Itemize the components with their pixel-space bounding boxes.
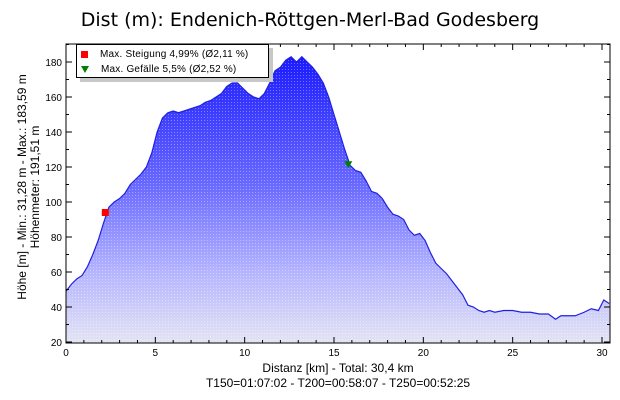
y-tick-label: 20 [51, 338, 63, 349]
chart-title: Dist (m): Endenich-Röttgen-Merl-Bad Gode… [80, 9, 540, 31]
y-tick-label: 180 [45, 58, 62, 69]
y-tick-label: 60 [51, 268, 63, 279]
green-triangle-icon [81, 65, 89, 73]
y-axis-label: Höhe [m] - Min.: 31,28 m - Max.: 183,59 … [15, 74, 29, 300]
red-square-icon [81, 50, 88, 58]
x-tick-label: 5 [153, 348, 159, 359]
y-tick-label: 160 [45, 93, 62, 104]
y-tick-label: 80 [51, 233, 63, 244]
y-tick-label: 40 [51, 303, 63, 314]
max-gefaelle-marker [344, 161, 353, 169]
legend-item-gefaelle: Max. Gefälle 5,5% (Ø2,52 %) [77, 62, 236, 76]
elevation-line [65, 55, 610, 320]
y-axis-sublabel: Höhenmeter: 191,51 m [28, 125, 42, 249]
max-steigung-marker [101, 209, 109, 216]
legend-label-gefaelle: Max. Gefälle 5,5% (Ø2,52 %) [101, 63, 237, 75]
legend: Max. Steigung 4,99% (Ø2,11 %) Max. Gefäl… [76, 44, 269, 78]
x-tick-label: 15 [328, 348, 340, 359]
x-tick-label: 20 [418, 348, 430, 359]
y-tick-label: 140 [45, 128, 62, 139]
x-tick-label: 0 [63, 348, 69, 359]
plot-frame [65, 43, 611, 344]
y-tick-label: 120 [45, 163, 62, 174]
elevation-area-texture [66, 56, 610, 343]
x-axis-label: Distanz [km] - Total: 30,4 km [262, 361, 414, 375]
y-tick-label: 100 [45, 198, 62, 209]
x-tick-label: 10 [239, 348, 251, 359]
legend-item-steigung: Max. Steigung 4,99% (Ø2,11 %) [77, 47, 248, 61]
x-tick-label: 25 [507, 348, 519, 359]
x-axis-sublabel: T150=01:07:02 - T200=00:58:07 - T250=00:… [205, 376, 471, 390]
x-tick-label: 30 [596, 348, 608, 359]
legend-label-steigung: Max. Steigung 4,99% (Ø2,11 %) [100, 48, 249, 60]
